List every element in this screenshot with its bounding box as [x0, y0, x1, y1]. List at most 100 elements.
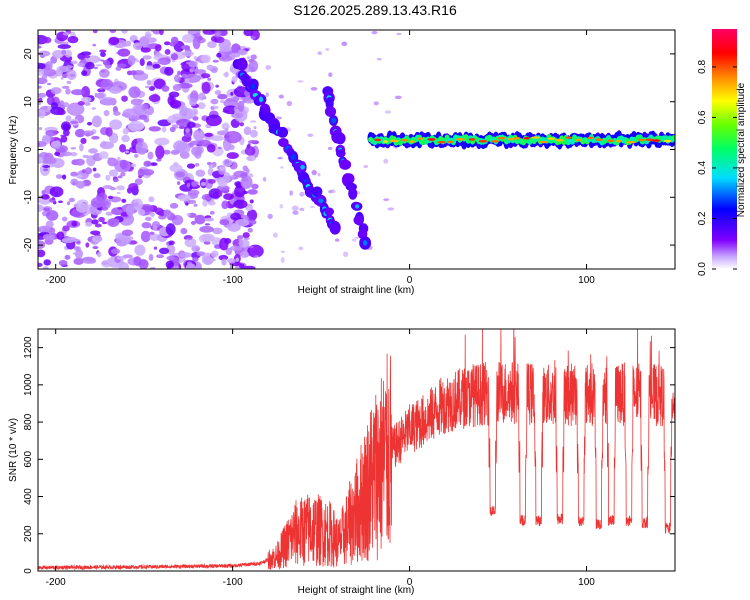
spectrogram-noise-blob: [158, 215, 167, 220]
spectrogram-noise-blob: [141, 222, 152, 229]
spectrogram-noise-blob: [153, 246, 158, 250]
spectrogram-noise-blob: [224, 159, 230, 164]
spectrogram-noise-blob: [91, 107, 96, 110]
spectrogram-noise-blob: [173, 140, 188, 152]
spectrogram-noise-blob: [217, 146, 222, 150]
spectrogram-noise-blob: [85, 242, 90, 248]
spectrogram-noise-blob: [121, 229, 134, 237]
spectrogram-noise-blob: [135, 141, 148, 155]
spectrogram-noise-blob: [140, 47, 151, 53]
spectrogram-noise-blob: [73, 257, 84, 265]
spectrogram-noise-blob: [191, 180, 198, 187]
spectrogram-noise-blob: [201, 81, 211, 94]
spectrogram-noise-blob: [231, 76, 238, 83]
spectrogram-noise-blob: [125, 204, 135, 217]
spectrogram-noise-blob: [103, 109, 110, 117]
spectrogram-noise-blob: [207, 179, 216, 184]
spectrogram-noise-blob: [193, 55, 197, 60]
spectrogram-noise-blob: [207, 77, 212, 81]
spectrogram-streak-blob: [311, 186, 323, 197]
spectrogram-noise-blob: [186, 163, 196, 169]
spectrogram-noise-blob: [180, 227, 188, 235]
spectrogram-noise-blob: [175, 171, 186, 178]
spectrogram-carrier-peak: [594, 138, 603, 141]
spectrogram-noise-blob: [311, 169, 317, 176]
spectrogram-noise-blob: [228, 144, 235, 151]
spectrogram-noise-blob: [60, 134, 66, 137]
spectrogram-carrier-peak: [437, 140, 446, 144]
spectrogram-noise-blob: [172, 84, 182, 92]
spectrogram-noise-blob: [215, 84, 220, 88]
spectrogram-noise-blob: [232, 96, 240, 103]
spectrogram-carrier-blob: [671, 135, 675, 141]
spectrogram-noise-blob: [38, 240, 46, 249]
spectrogram-noise-blob: [116, 191, 121, 195]
spectrogram-noise-blob: [99, 68, 110, 78]
spectrogram-noise-blob: [61, 85, 70, 89]
spectrogram-noise-blob: [132, 42, 143, 51]
spectrogram-y-tick-label: -20: [23, 237, 34, 252]
spectrogram-noise-blob: [214, 90, 222, 96]
spectrogram-noise-blob: [115, 236, 132, 246]
spectrogram-noise-blob: [38, 156, 44, 164]
spectrogram-noise-blob: [200, 73, 211, 79]
snr-y-tick-label: 800: [23, 413, 34, 430]
spectrogram-noise-blob: [70, 178, 79, 186]
spectrogram-noise-blob: [92, 30, 98, 34]
spectrogram-noise-blob: [152, 30, 162, 35]
spectrogram-noise-blob: [234, 181, 243, 187]
spectrogram-noise-blob: [184, 132, 192, 138]
spectrogram-noise-blob: [46, 83, 52, 85]
spectrogram-noise-blob: [246, 155, 256, 162]
spectrogram-noise-blob: [206, 64, 214, 71]
spectrogram-noise-blob: [58, 260, 68, 266]
spectrogram-noise-blob: [56, 109, 66, 116]
spectrogram-streak-blob: [277, 126, 289, 138]
colorbar-gradient: [712, 29, 737, 269]
spectrogram-noise-blob: [43, 266, 49, 269]
spectrogram-noise-blob: [46, 210, 59, 221]
spectrogram-noise-blob: [161, 126, 167, 133]
spectrogram-carrier-peak: [554, 138, 564, 142]
spectrogram-noise-blob: [97, 88, 106, 93]
spectrogram-noise-blob: [105, 211, 114, 216]
spectrogram-streak-blob: [353, 215, 364, 225]
spectrogram-noise-blob: [246, 56, 250, 59]
spectrogram-noise-blob: [164, 66, 174, 76]
spectrogram-noise-blob: [134, 153, 139, 158]
colorbar-tick-label: 0.0: [697, 262, 708, 276]
spectrogram-noise-blob: [131, 163, 137, 168]
spectrogram-noise-blob: [142, 55, 152, 60]
spectrogram-noise-blob: [144, 31, 152, 39]
spectrogram-noise-blob: [148, 126, 161, 132]
spectrogram-noise-blob: [250, 36, 256, 40]
spectrogram-noise-blob: [82, 256, 96, 264]
spectrogram-noise-blob: [328, 72, 333, 77]
spectrogram-noise-blob: [62, 102, 69, 108]
spectrogram-noise-blob: [110, 248, 121, 255]
spectrogram-noise-blob: [343, 251, 349, 257]
spectrogram-noise-blob: [84, 101, 91, 107]
spectrogram-noise-blob: [371, 30, 378, 35]
spectrogram-noise-blob: [154, 44, 162, 52]
spectrogram-noise-blob: [152, 63, 161, 69]
spectrogram-noise-blob: [265, 92, 269, 98]
spectrogram-carrier-peak: [507, 137, 515, 141]
spectrogram-noise-blob: [325, 48, 330, 51]
spectrogram-streak-blob: [348, 187, 358, 200]
spectrogram-noise-blob: [194, 162, 200, 167]
spectrogram-noise-blob: [38, 140, 47, 147]
snr-y-tick-label: 600: [23, 451, 34, 468]
spectrogram-noise-blob: [54, 140, 61, 149]
spectrogram-carrier-peak: [447, 140, 454, 144]
spectrogram-noise-blob: [239, 263, 245, 269]
spectrogram-y-tick-label: 20: [23, 48, 34, 60]
spectrogram-noise-blob: [238, 239, 244, 242]
spectrogram-noise-blob: [77, 62, 85, 67]
spectrogram-streak-blob: [330, 117, 337, 124]
spectrogram-noise-blob: [49, 227, 56, 235]
spectrogram-noise-blob: [219, 166, 226, 171]
spectrogram-noise-blob: [224, 130, 242, 144]
spectrogram-noise-blob: [62, 32, 70, 36]
